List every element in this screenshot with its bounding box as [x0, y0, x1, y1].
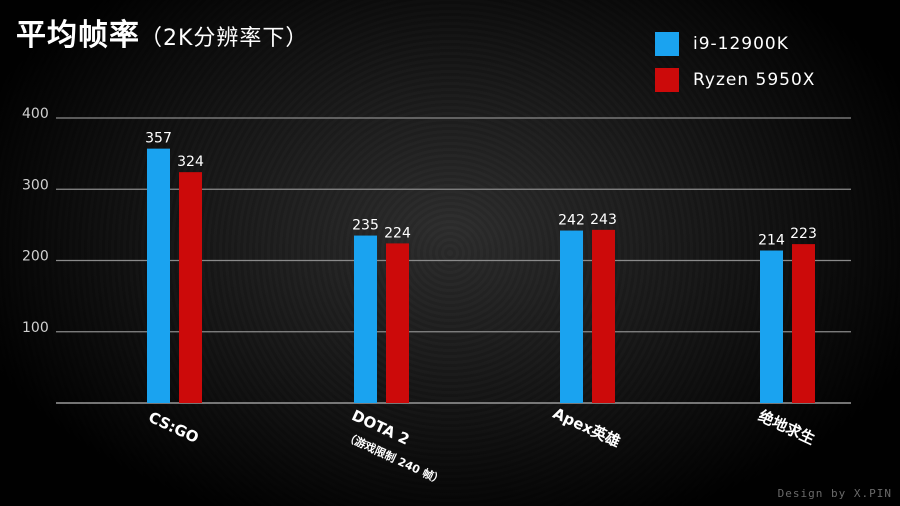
legend-swatch-ryzen: [655, 68, 679, 92]
bar-ryzen-3: [792, 244, 815, 403]
legend: i9-12900K Ryzen 5950X: [655, 32, 815, 104]
data-label-ryzen-1: 224: [384, 225, 411, 241]
chart-title: 平均帧率（2K分辨率下）: [16, 10, 308, 54]
data-label-ryzen-0: 324: [177, 154, 204, 170]
data-label-i9-0: 357: [145, 131, 172, 147]
x-category-label-0: CS:GO: [146, 408, 202, 447]
data-label-ryzen-2: 243: [590, 212, 617, 228]
data-label-i9-3: 214: [758, 233, 785, 249]
bar-ryzen-0: [179, 172, 202, 403]
bar-i9-3: [760, 250, 783, 403]
chart-title-main: 平均帧率: [16, 18, 140, 53]
chart-title-sub: （2K分辨率下）: [140, 26, 309, 51]
design-credit: Design by X.PIN: [777, 487, 892, 500]
bar-ryzen-2: [592, 229, 615, 403]
legend-item-i9: i9-12900K: [655, 32, 815, 56]
bar-i9-1: [354, 235, 377, 403]
legend-item-ryzen: Ryzen 5950X: [655, 68, 815, 92]
bar-i9-0: [147, 148, 170, 403]
data-label-ryzen-3: 223: [790, 226, 817, 242]
y-tick-label-400: 400: [22, 106, 49, 122]
x-category-label-2: Apex英雄: [550, 404, 623, 451]
legend-swatch-i9: [655, 32, 679, 56]
legend-label-ryzen: Ryzen 5950X: [693, 70, 816, 90]
x-category-label-3: 绝地求生: [756, 407, 818, 449]
data-label-i9-2: 242: [558, 213, 585, 229]
legend-label-i9: i9-12900K: [693, 34, 789, 54]
y-tick-label-100: 100: [22, 320, 49, 336]
bar-ryzen-1: [386, 243, 409, 403]
data-label-i9-1: 235: [352, 218, 379, 234]
bar-i9-2: [560, 230, 583, 403]
y-tick-label-200: 200: [22, 249, 49, 265]
y-tick-label-300: 300: [22, 177, 49, 193]
